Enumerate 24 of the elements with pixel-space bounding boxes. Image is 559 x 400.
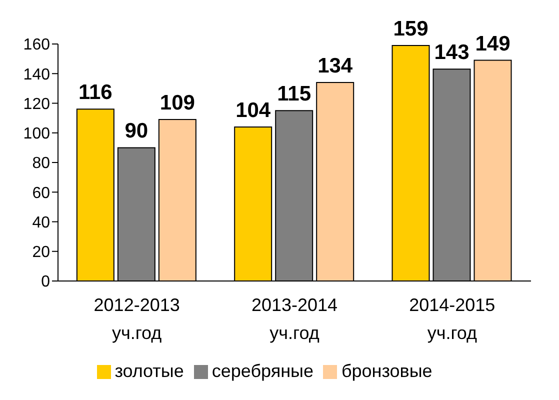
data-label: 149 xyxy=(475,32,510,56)
y-tick-label: 80 xyxy=(32,155,50,172)
legend-label: золотые xyxy=(114,361,184,381)
y-tick-label: 120 xyxy=(23,96,50,113)
y-tick-label: 20 xyxy=(32,244,50,262)
data-label: 116 xyxy=(78,81,112,104)
data-label: 109 xyxy=(160,92,195,115)
legend-label: бронзовые xyxy=(341,361,432,381)
y-tick-label: 40 xyxy=(32,214,50,232)
x-tick-label: 2012-2013 уч.год xyxy=(94,295,180,343)
y-tick-label: 140 xyxy=(23,66,50,84)
data-label: 143 xyxy=(434,41,470,64)
data-label: 90 xyxy=(124,120,148,143)
legend-label: серебряные xyxy=(212,361,314,381)
data-label: 159 xyxy=(393,17,428,40)
data-label: 134 xyxy=(318,54,353,78)
data-label: 104 xyxy=(236,98,271,122)
y-tick-label: 60 xyxy=(32,184,50,202)
y-tick-label: 160 xyxy=(23,36,50,54)
x-tick-label: 2014-2015 уч.год xyxy=(409,295,496,343)
x-tick-label: 2013-2014 уч.год xyxy=(251,295,338,343)
data-label: 115 xyxy=(277,82,312,106)
y-tick-label: 100 xyxy=(23,126,50,143)
y-tick-label: 0 xyxy=(41,274,50,291)
